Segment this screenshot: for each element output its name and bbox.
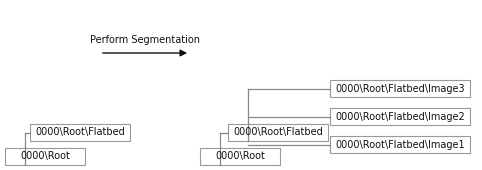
Text: 0000\Root\Flatbed: 0000\Root\Flatbed xyxy=(233,128,323,138)
FancyBboxPatch shape xyxy=(200,148,280,165)
Text: 0000\Root\Flatbed\Image2: 0000\Root\Flatbed\Image2 xyxy=(335,112,465,122)
FancyBboxPatch shape xyxy=(5,148,85,165)
FancyBboxPatch shape xyxy=(330,108,470,125)
FancyBboxPatch shape xyxy=(30,124,130,141)
FancyBboxPatch shape xyxy=(330,80,470,97)
Text: 0000\Root\Flatbed: 0000\Root\Flatbed xyxy=(35,128,125,138)
Text: 0000\Root\Flatbed\Image3: 0000\Root\Flatbed\Image3 xyxy=(335,83,465,94)
Text: 0000\Root\Flatbed\Image1: 0000\Root\Flatbed\Image1 xyxy=(335,140,465,149)
FancyBboxPatch shape xyxy=(330,136,470,153)
Text: Perform Segmentation: Perform Segmentation xyxy=(90,35,200,45)
Text: 0000\Root: 0000\Root xyxy=(20,151,70,162)
FancyBboxPatch shape xyxy=(228,124,328,141)
Text: 0000\Root: 0000\Root xyxy=(215,151,265,162)
